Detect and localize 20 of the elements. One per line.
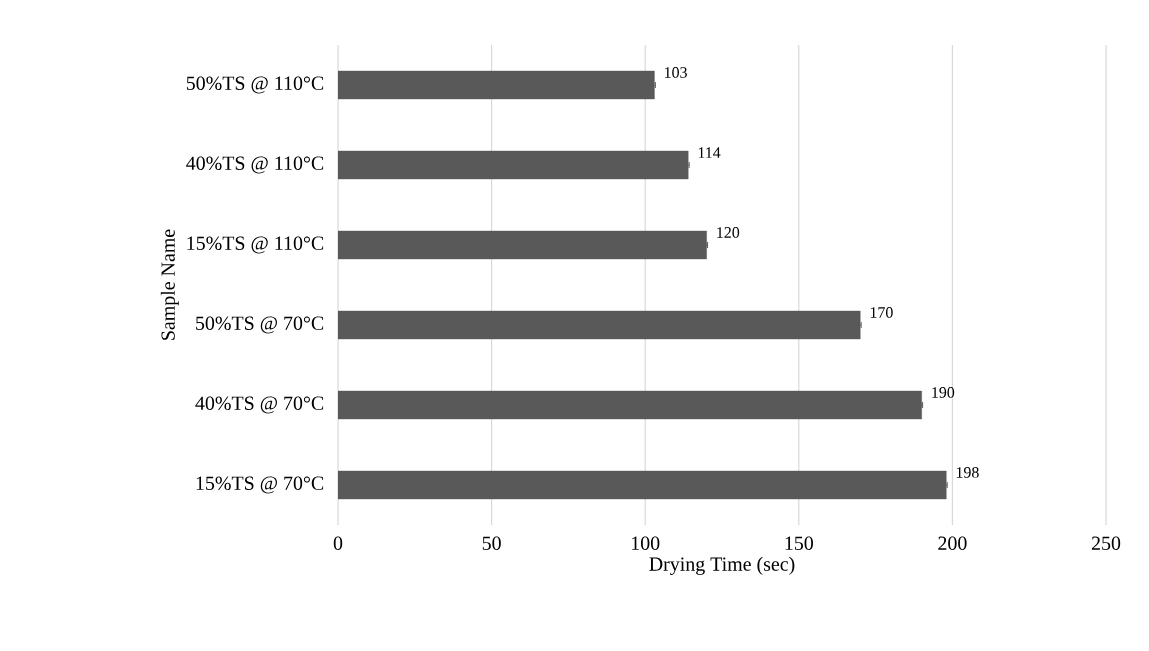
y-tick-label: 50%TS @ 110°C [186,76,324,94]
data-label: 190 [932,387,955,398]
data-label: 103 [665,67,687,78]
y-tick-label: 15%TS @ 70°C [196,476,324,494]
data-label: 170 [870,307,893,318]
x-tick-label: 250 [1091,536,1121,550]
data-label: 198 [956,467,979,478]
data-label: 114 [698,147,721,158]
data-label: 120 [717,227,740,238]
y-tick-label: 40%TS @ 70°C [195,396,324,414]
y-tick-label: 40%TS @ 110°C [186,156,324,174]
x-tick-label: 0 [333,536,343,550]
y-axis-title: Sample Name [160,229,179,340]
y-tick-label: 50%TS @ 70°C [196,316,324,334]
x-axis-title: Drying Time (sec) [649,556,795,575]
x-tick-label: 100 [632,536,660,550]
x-tick-label: 150 [785,536,813,550]
x-tick-label: 50 [482,536,501,550]
y-tick-label: 15%TS @ 110°C [187,236,324,254]
x-tick-label: 200 [938,536,967,550]
